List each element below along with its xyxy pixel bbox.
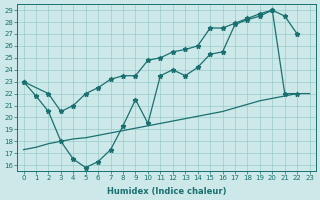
X-axis label: Humidex (Indice chaleur): Humidex (Indice chaleur) <box>107 187 226 196</box>
